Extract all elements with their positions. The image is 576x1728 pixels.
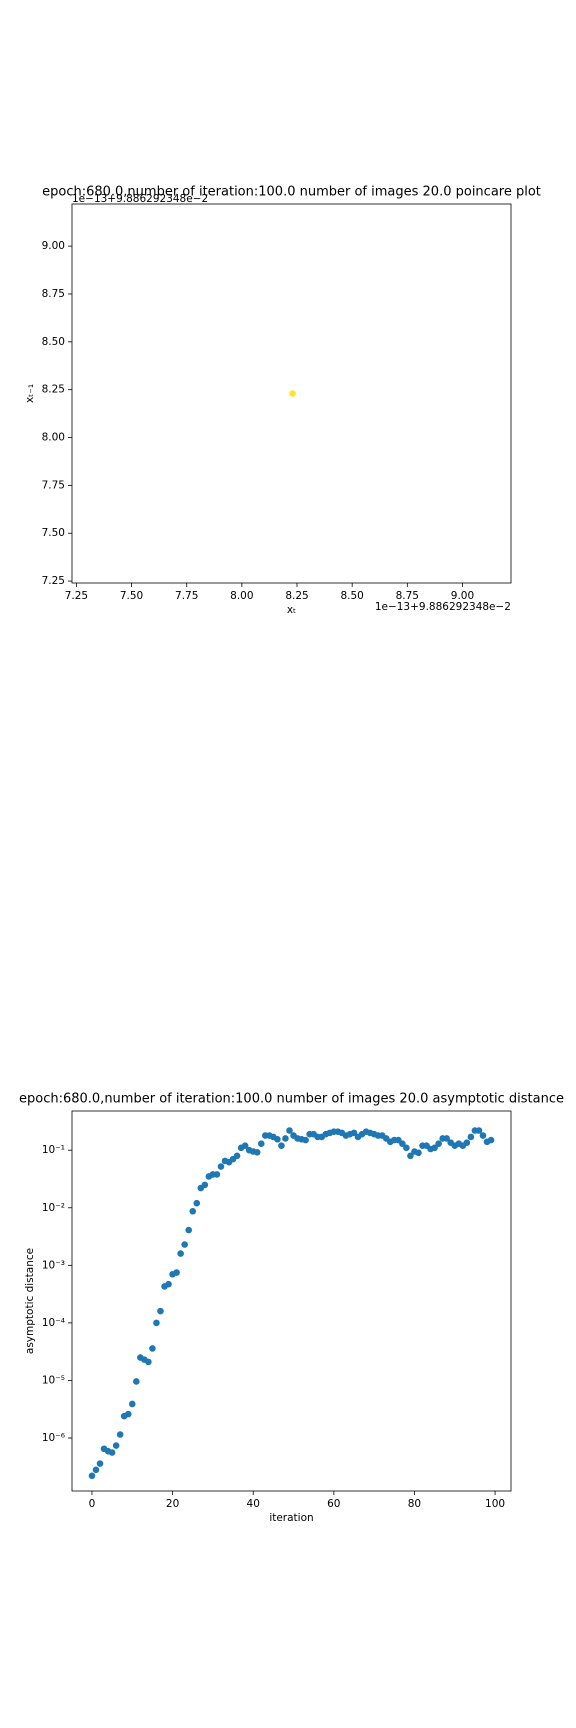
x-tick-label: 20 [166,1498,179,1510]
x-tick-label: 8.25 [285,590,308,602]
point [201,1181,209,1189]
x-axis-label: xₜ [287,604,296,616]
y-tick-label: 8.25 [42,384,65,396]
x-tick-label: 8.75 [396,590,419,602]
point [124,1410,132,1418]
x-tick-label: 8.00 [230,590,253,602]
point [157,1307,164,1315]
x-tick-label: 7.75 [175,590,198,602]
point [467,1133,475,1141]
y-tick-label: 10⁻⁶ [42,1432,65,1444]
point [302,1136,309,1144]
point [177,1250,184,1257]
point [132,1378,140,1385]
point [403,1144,410,1152]
chart-title: epoch:680.0,number of iteration:100.0 nu… [42,185,541,200]
y-tick-label: 7.25 [42,575,65,587]
y-tick-label: 10⁻⁴ [42,1317,65,1329]
y-tick-label: 8.50 [42,336,65,348]
x-tick-label: 8.50 [340,590,363,602]
y-tick-label: 10⁻² [42,1202,65,1214]
y-tick-label: 8.75 [42,288,65,300]
point [217,1163,225,1170]
point [213,1171,221,1178]
point [241,1142,249,1149]
point [116,1431,124,1438]
point [181,1241,188,1248]
x-tick-label: 7.50 [120,590,143,602]
point [431,1144,438,1152]
point [407,1152,414,1160]
x-tick-label: 0 [89,1498,96,1510]
x-offset-label: 1e−13+9.886292348e−2 [375,601,511,613]
point [149,1345,156,1352]
point [253,1148,261,1156]
x-tick-label: 40 [247,1498,260,1510]
point [289,390,296,397]
y-axis-label: xₜ₋₁ [24,384,36,403]
point [92,1466,100,1474]
y-tick-label: 7.50 [42,527,65,539]
point [165,1280,172,1288]
y-tick-label: 10⁻¹ [42,1144,65,1156]
point [145,1358,152,1366]
x-tick-label: 60 [327,1498,340,1510]
point [88,1472,96,1480]
x-tick-label: 100 [485,1498,505,1510]
point [282,1135,289,1142]
point [233,1152,241,1160]
y-tick-label: 7.75 [42,479,65,491]
y-tick-label: 10⁻⁵ [42,1374,65,1386]
point [487,1136,495,1144]
x-tick-label: 9.00 [451,590,474,602]
point [278,1142,285,1149]
axes-frame [71,203,512,584]
y-axis-label: asymptotic distance [24,1248,36,1354]
point [463,1139,471,1147]
point [128,1400,136,1408]
x-tick-label: 80 [408,1498,421,1510]
point [153,1319,160,1327]
point [257,1140,265,1147]
point [415,1149,422,1157]
point [96,1460,104,1467]
point [108,1449,116,1456]
point [475,1127,483,1134]
x-axis-label: iteration [269,1512,313,1524]
point [443,1135,451,1142]
y-tick-label: 9.00 [42,240,65,252]
point [350,1129,358,1137]
point [274,1135,281,1143]
y-offset-label: 1e−13+9.886292348e−2 [72,193,208,205]
point [399,1140,406,1147]
point [189,1207,197,1215]
point [286,1127,293,1134]
chart-title: epoch:680.0,number of iteration:100.0 nu… [19,1092,564,1107]
y-tick-label: 8.00 [42,432,65,444]
y-tick-label: 10⁻³ [42,1259,65,1271]
point [173,1269,180,1276]
point [112,1442,120,1449]
point [193,1199,201,1207]
point [185,1226,193,1234]
axes-frame [71,1110,512,1492]
point [479,1132,487,1139]
x-tick-label: 7.25 [65,590,88,602]
point [435,1140,442,1147]
